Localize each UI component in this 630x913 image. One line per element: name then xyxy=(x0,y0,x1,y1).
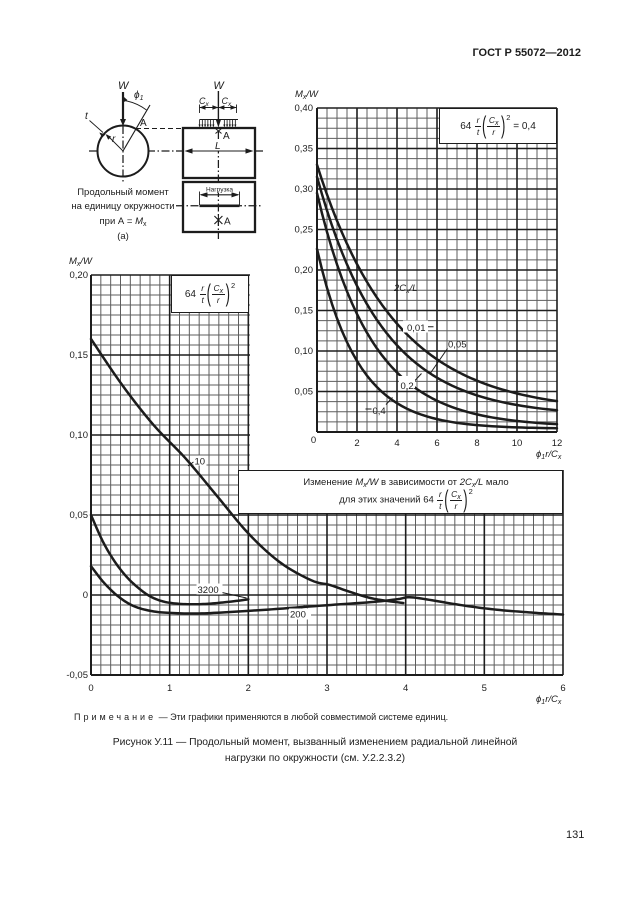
svg-text:(а): (а) xyxy=(117,231,129,242)
svg-text:0,30: 0,30 xyxy=(295,184,314,195)
svg-text:L: L xyxy=(215,141,221,152)
svg-text:0: 0 xyxy=(311,435,316,446)
svg-text:0,2: 0,2 xyxy=(401,381,414,392)
svg-text:6: 6 xyxy=(560,683,565,694)
svg-text:2: 2 xyxy=(246,683,251,694)
svg-text:W: W xyxy=(118,80,130,92)
svg-text:Нагрузка: Нагрузка xyxy=(206,187,233,194)
svg-text:0,05: 0,05 xyxy=(295,387,314,398)
svg-text:4: 4 xyxy=(403,683,408,694)
svg-text:Mx/W: Mx/W xyxy=(295,89,319,101)
svg-text:Mx/W: Mx/W xyxy=(69,256,93,268)
svg-text:5: 5 xyxy=(482,683,487,694)
svg-text:Продольный момент: Продольный момент xyxy=(77,187,169,198)
svg-text:0,10: 0,10 xyxy=(70,430,89,441)
svg-text:0,20: 0,20 xyxy=(295,265,314,276)
svg-text:2: 2 xyxy=(354,438,359,449)
svg-text:0,05: 0,05 xyxy=(70,510,89,521)
svg-text:8: 8 xyxy=(474,438,479,449)
svg-text:r: r xyxy=(112,134,116,145)
svg-text:A: A xyxy=(223,131,230,142)
svg-text:0,10: 0,10 xyxy=(295,346,314,357)
svg-text:1: 1 xyxy=(167,683,172,694)
svg-text:W: W xyxy=(213,80,225,92)
svg-text:10: 10 xyxy=(512,438,523,449)
svg-text:Cx: Cx xyxy=(199,96,210,108)
svg-text:0,25: 0,25 xyxy=(295,225,314,236)
svg-text:200: 200 xyxy=(290,610,306,621)
svg-text:0,15: 0,15 xyxy=(70,350,89,361)
svg-text:0,15: 0,15 xyxy=(295,306,314,317)
svg-text:на единицу окружности: на единицу окружности xyxy=(71,201,174,212)
svg-text:0: 0 xyxy=(88,683,93,694)
svg-text:ϕ1: ϕ1 xyxy=(134,90,144,102)
svg-text:ϕ1r/Cx: ϕ1r/Cx xyxy=(536,694,562,705)
svg-text:t: t xyxy=(85,111,89,122)
svg-text:0: 0 xyxy=(83,590,88,601)
svg-text:3: 3 xyxy=(324,683,329,694)
svg-text:A: A xyxy=(140,118,147,129)
svg-text:0,05: 0,05 xyxy=(448,340,467,351)
svg-text:при А = Мx: при А = Мx xyxy=(100,216,147,228)
svg-text:0,01: 0,01 xyxy=(407,323,426,334)
svg-text:4: 4 xyxy=(394,438,399,449)
svg-text:2Cx/L: 2Cx/L xyxy=(393,283,418,295)
svg-text:Cx: Cx xyxy=(222,96,233,108)
svg-text:-0,05: -0,05 xyxy=(66,670,88,681)
svg-text:0,35: 0,35 xyxy=(295,144,314,155)
svg-text:0,40: 0,40 xyxy=(295,103,314,114)
svg-text:6: 6 xyxy=(434,438,439,449)
svg-text:A: A xyxy=(224,217,231,228)
svg-text:0,20: 0,20 xyxy=(70,270,89,281)
svg-text:3200: 3200 xyxy=(198,585,219,596)
svg-text:12: 12 xyxy=(552,438,563,449)
svg-text:10: 10 xyxy=(195,457,206,468)
svg-text:0,4: 0,4 xyxy=(373,406,386,417)
